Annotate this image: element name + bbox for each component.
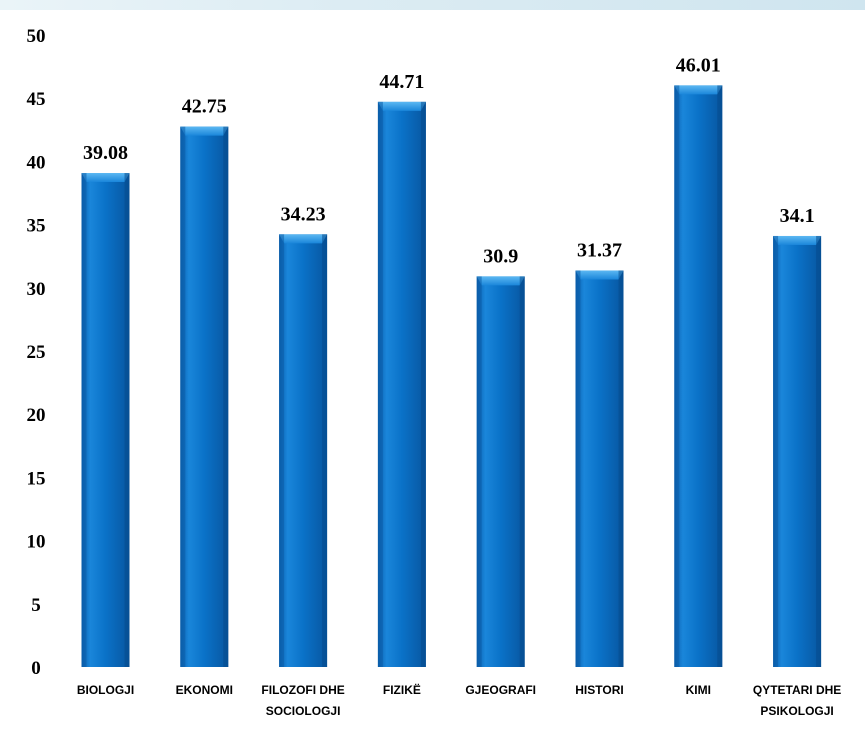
category-label: FILOZOFI DHE <box>261 683 344 697</box>
bar-bevel-left <box>674 85 680 668</box>
bar-bevel-right <box>717 85 723 668</box>
category-label: PSIKOLOGJI <box>760 704 833 718</box>
y-tick-label: 5 <box>31 595 41 616</box>
y-tick-label: 50 <box>27 26 46 47</box>
value-labels-group: 39.08 42.75 34.23 44.71 30.9 31.37 46.01 34.1 <box>83 54 815 267</box>
bar-bevel-right <box>322 234 328 667</box>
bars-group <box>81 85 822 668</box>
top-decorative-band <box>0 0 865 10</box>
bar-bevel-top <box>773 235 822 245</box>
bar-value-label: 44.71 <box>379 71 424 93</box>
y-tick-label: 20 <box>27 405 46 426</box>
y-tick-label: 0 <box>31 658 41 679</box>
category-label: GJEOGRAFI <box>465 683 536 697</box>
y-tick-label: 25 <box>27 342 46 363</box>
y-tick-label: 10 <box>27 532 46 553</box>
bar-bevel-top <box>575 270 624 280</box>
bar <box>279 234 328 667</box>
bar-body <box>674 85 723 668</box>
bar-value-label: 46.01 <box>676 54 721 76</box>
bar-value-label: 39.08 <box>83 142 128 164</box>
bar-bevel-right <box>618 270 624 667</box>
bar-bevel-left <box>773 235 779 667</box>
bar-bevel-left <box>279 234 285 667</box>
category-label: QYTETARI DHE <box>753 683 841 697</box>
y-tick-label: 35 <box>27 216 46 237</box>
bar-value-label: 34.1 <box>780 205 815 227</box>
bar-bevel-top <box>180 126 229 136</box>
y-tick-label: 45 <box>27 89 46 110</box>
bar-value-label: 42.75 <box>182 96 227 118</box>
bar <box>81 173 130 667</box>
y-axis-ticks: 0 5 10 15 20 25 30 35 40 45 50 <box>27 26 46 679</box>
bar-body <box>279 234 328 667</box>
bar-value-label: 34.23 <box>281 203 326 225</box>
category-label: KIMI <box>686 683 711 697</box>
category-label: BIOLOGJI <box>77 683 134 697</box>
category-label: SOCIOLOGJI <box>266 704 341 718</box>
y-tick-label: 40 <box>27 152 46 173</box>
bar <box>674 85 723 668</box>
bar-bevel-top <box>279 234 328 244</box>
bar-bevel-top <box>476 276 525 286</box>
bar-bevel-top <box>377 101 426 111</box>
bar-body <box>377 101 426 667</box>
category-labels-group: BIOLOGJI EKONOMI FILOZOFI DHE SOCIOLOGJI FIZ… <box>77 682 841 718</box>
bar-bevel-right <box>816 235 822 667</box>
bar <box>575 270 624 667</box>
category-label: HISTORI <box>575 683 623 697</box>
y-tick-label: 30 <box>27 279 46 300</box>
bar-bevel-left <box>180 126 186 667</box>
category-label: EKONOMI <box>176 683 233 697</box>
bar-body <box>476 276 525 667</box>
bar-value-label: 30.9 <box>483 245 518 267</box>
bar-bevel-right <box>124 173 130 667</box>
bar-bevel-left <box>476 276 482 667</box>
bar <box>773 235 822 667</box>
bar <box>180 126 229 667</box>
bar-body <box>575 270 624 667</box>
y-tick-label: 15 <box>27 468 46 489</box>
bar-bevel-left <box>81 173 87 667</box>
bar-bevel-right <box>223 126 229 667</box>
category-label: FIZIKË <box>383 682 421 697</box>
bar-bevel-left <box>377 101 383 667</box>
bar-bevel-top <box>674 85 723 95</box>
bar-body <box>773 235 822 667</box>
bar-bevel-right <box>420 101 426 667</box>
bar-value-label: 31.37 <box>577 239 622 261</box>
bar-bevel-top <box>81 173 130 183</box>
bar-body <box>81 173 130 667</box>
bar <box>377 101 426 667</box>
bar-bevel-left <box>575 270 581 667</box>
bar-bevel-right <box>519 276 525 667</box>
bar-body <box>180 126 229 667</box>
bar <box>476 276 525 667</box>
